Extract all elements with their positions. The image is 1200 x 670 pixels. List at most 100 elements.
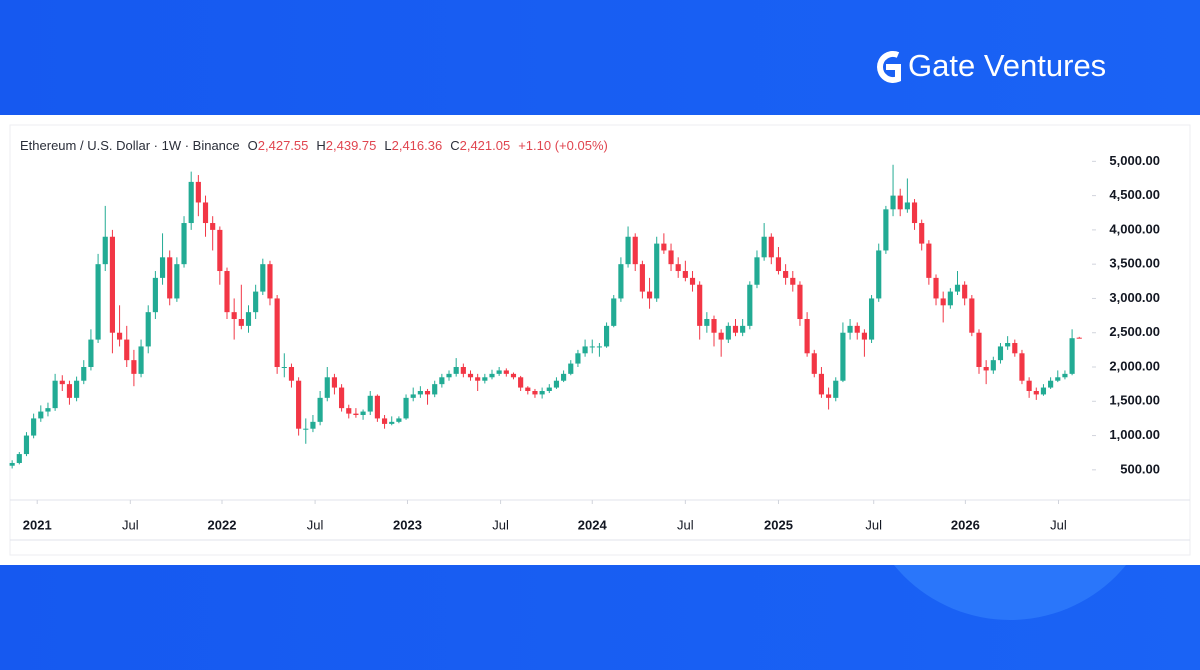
candle-body bbox=[231, 312, 237, 320]
candle-body bbox=[389, 421, 395, 424]
candle-body bbox=[38, 411, 44, 419]
candle-body bbox=[52, 380, 58, 409]
open-value: 2,427.55 bbox=[258, 138, 309, 153]
x-tick-label: Jul bbox=[1050, 517, 1067, 532]
candle-body bbox=[174, 264, 180, 299]
brand: Gate Ventures bbox=[908, 48, 1106, 83]
x-tick-label: 2022 bbox=[208, 517, 237, 532]
y-tick-label: 1,000.00 bbox=[1109, 427, 1160, 442]
candle-body bbox=[410, 394, 416, 398]
y-tick-label: 5,000.00 bbox=[1109, 153, 1160, 168]
candle-body bbox=[575, 353, 581, 364]
logo-icon bbox=[877, 51, 901, 83]
candle-body bbox=[274, 298, 280, 368]
candle-body bbox=[1005, 343, 1011, 347]
candle-body bbox=[167, 257, 173, 299]
candle-body bbox=[890, 195, 896, 210]
candle-body bbox=[467, 373, 474, 378]
candle-body bbox=[482, 377, 488, 381]
candle-body bbox=[460, 367, 466, 374]
candle-body bbox=[768, 236, 774, 258]
close-value: 2,421.05 bbox=[460, 138, 511, 153]
candle-body bbox=[381, 418, 388, 424]
y-tick-label: 3,500.00 bbox=[1109, 256, 1160, 271]
candle-body bbox=[997, 346, 1004, 361]
candle-body bbox=[947, 291, 953, 306]
candle-body bbox=[396, 418, 402, 422]
candle-body bbox=[116, 332, 123, 340]
candle-body bbox=[783, 271, 789, 278]
candle-body bbox=[532, 390, 538, 395]
x-tick-label: Jul bbox=[122, 517, 139, 532]
x-tick-label: Jul bbox=[865, 517, 882, 532]
candle-body bbox=[761, 236, 767, 258]
chart-header: Ethereum / U.S. Dollar · 1W · Binance O2,… bbox=[20, 138, 608, 153]
x-tick-label: 2021 bbox=[23, 517, 52, 532]
candle-body bbox=[933, 277, 939, 299]
low-value: 2,416.36 bbox=[392, 138, 443, 153]
x-tick-label: Jul bbox=[307, 517, 324, 532]
candle-body bbox=[833, 380, 839, 398]
candle-body bbox=[145, 312, 151, 347]
candle-body bbox=[525, 387, 531, 391]
candle-body bbox=[489, 373, 495, 378]
candle-body bbox=[417, 390, 423, 395]
candle-body bbox=[747, 284, 753, 326]
candle-body bbox=[790, 277, 796, 285]
candle-body bbox=[238, 319, 244, 326]
candle-body bbox=[539, 390, 545, 395]
candle-body bbox=[159, 257, 166, 278]
candle-body bbox=[66, 384, 73, 398]
candle-body bbox=[954, 284, 961, 292]
candle-body bbox=[496, 370, 502, 374]
candle-body bbox=[568, 363, 574, 374]
candle-body bbox=[453, 367, 459, 374]
candle-body bbox=[403, 397, 409, 419]
y-tick-label: 2,000.00 bbox=[1109, 358, 1160, 373]
candle-body bbox=[983, 367, 989, 371]
candle-body bbox=[962, 284, 968, 299]
x-tick-label: Jul bbox=[492, 517, 509, 532]
logo: Gate Ventures bbox=[877, 48, 1106, 83]
candle-body bbox=[475, 377, 481, 381]
candle-body bbox=[224, 271, 230, 313]
candle-body bbox=[654, 243, 660, 299]
y-tick-label: 4,500.00 bbox=[1109, 187, 1160, 202]
candle-body bbox=[1040, 387, 1047, 395]
x-tick-label: 2025 bbox=[764, 517, 793, 532]
candle-body bbox=[217, 229, 223, 272]
candle-body bbox=[668, 250, 674, 265]
candle-body bbox=[1026, 380, 1032, 391]
candle-body bbox=[561, 373, 567, 381]
candle-body bbox=[288, 367, 295, 381]
candle-body bbox=[639, 264, 645, 292]
candle-body bbox=[45, 408, 51, 412]
candle-body bbox=[339, 387, 345, 409]
candle-body bbox=[797, 284, 803, 320]
candle-body bbox=[81, 367, 87, 381]
candle-body bbox=[589, 346, 595, 348]
candle-body bbox=[804, 319, 810, 354]
candle-body bbox=[310, 421, 316, 429]
candle-body bbox=[74, 380, 80, 398]
candle-body bbox=[360, 411, 366, 415]
candle-body bbox=[582, 346, 588, 354]
candle-body bbox=[424, 390, 431, 395]
candle-body bbox=[926, 243, 932, 278]
candle-body bbox=[131, 360, 137, 374]
candle-body bbox=[16, 454, 22, 463]
candle-body bbox=[95, 264, 101, 340]
y-tick-label: 4,000.00 bbox=[1109, 221, 1160, 236]
high-key: H bbox=[316, 138, 325, 153]
candle-body bbox=[1033, 390, 1039, 395]
chart-panel bbox=[0, 115, 1200, 565]
y-tick-label: 1,500.00 bbox=[1109, 393, 1160, 408]
candle-body bbox=[1012, 343, 1018, 354]
candle-body bbox=[510, 373, 517, 378]
candle-body bbox=[969, 298, 975, 333]
candle-body bbox=[109, 236, 115, 333]
candle-body bbox=[618, 264, 624, 299]
candle-body bbox=[646, 291, 653, 299]
candle-body bbox=[546, 387, 552, 391]
